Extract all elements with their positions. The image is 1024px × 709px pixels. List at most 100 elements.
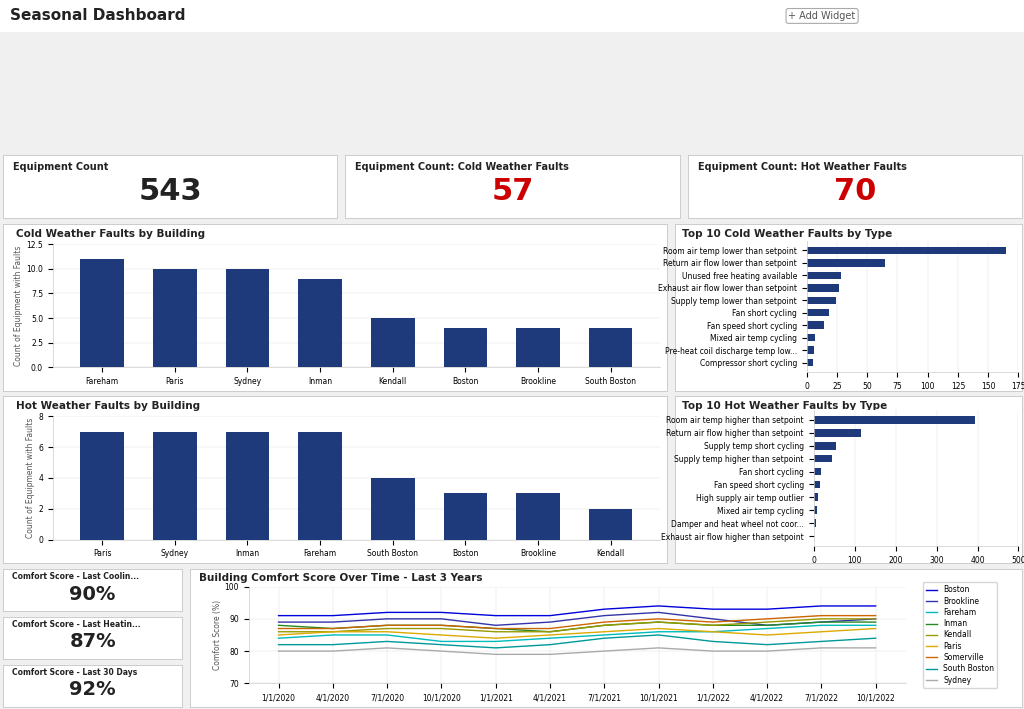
Sydney (381, 644, 393, 652)
South Boston (489, 644, 502, 652)
Kendall (761, 618, 773, 626)
Paris (652, 625, 665, 633)
Somerville (707, 618, 719, 626)
Kendall (489, 627, 502, 636)
Y-axis label: Comfort Score (%): Comfort Score (%) (213, 600, 221, 670)
Fareham (489, 637, 502, 646)
Bar (589, 509, 633, 540)
Text: Seasonal Dashboard: Seasonal Dashboard (10, 9, 185, 23)
Bar (298, 432, 342, 540)
Fareham (544, 634, 556, 642)
Inman (869, 618, 882, 626)
Boston (435, 608, 447, 617)
Boston (544, 611, 556, 620)
Bar (443, 328, 487, 367)
Paris (381, 627, 393, 636)
Brookline (272, 618, 285, 626)
Boston (489, 611, 502, 620)
Somerville (869, 611, 882, 620)
Bar (814, 493, 818, 501)
Paris (761, 631, 773, 640)
Bar (807, 284, 840, 291)
Brookline (761, 621, 773, 630)
Kendall (272, 627, 285, 636)
Inman (435, 621, 447, 630)
Paris (435, 631, 447, 640)
Bar (814, 468, 821, 476)
Fareham (327, 631, 339, 640)
South Boston (381, 637, 393, 646)
Boston (598, 605, 610, 613)
Bar (225, 432, 269, 540)
Kendall (327, 627, 339, 636)
Sydney (707, 647, 719, 655)
Somerville (327, 625, 339, 633)
Paris (327, 627, 339, 636)
Somerville (489, 625, 502, 633)
Sydney (272, 647, 285, 655)
Inman (544, 627, 556, 636)
Text: Equipment Count: Cold Weather Faults: Equipment Count: Cold Weather Faults (355, 162, 569, 172)
Text: Equipment Count: Hot Weather Faults: Equipment Count: Hot Weather Faults (697, 162, 906, 172)
Bar (516, 493, 560, 540)
Boston (381, 608, 393, 617)
Fareham (707, 627, 719, 636)
Boston (761, 605, 773, 613)
Somerville (652, 615, 665, 623)
Line: Kendall: Kendall (279, 619, 876, 632)
Inman (381, 621, 393, 630)
Fareham (435, 637, 447, 646)
Sydney (435, 647, 447, 655)
Text: Comfort Score - Last Heatin...: Comfort Score - Last Heatin... (12, 620, 140, 629)
Brookline (435, 615, 447, 623)
Inman (707, 621, 719, 630)
Line: Paris: Paris (279, 629, 876, 638)
Line: Somerville: Somerville (279, 615, 876, 629)
South Boston (869, 634, 882, 642)
Brookline (815, 618, 827, 626)
Bar (807, 334, 815, 342)
Sydney (869, 644, 882, 652)
Sydney (761, 647, 773, 655)
Paris (489, 634, 502, 642)
Brookline (869, 615, 882, 623)
Kendall (435, 625, 447, 633)
Kendall (815, 615, 827, 623)
Bar (814, 520, 816, 527)
Bar (589, 328, 633, 367)
Paris (707, 627, 719, 636)
Brookline (381, 615, 393, 623)
Sydney (815, 644, 827, 652)
Bar (81, 259, 124, 367)
Text: Equipment Count: Equipment Count (13, 162, 109, 172)
South Boston (272, 640, 285, 649)
Line: Boston: Boston (279, 606, 876, 615)
Bar (298, 279, 342, 367)
Boston (652, 602, 665, 610)
X-axis label: Fault-Instance Count: Fault-Instance Count (873, 396, 952, 406)
Fareham (815, 621, 827, 630)
Fareham (598, 631, 610, 640)
Sydney (489, 650, 502, 659)
Kendall (381, 625, 393, 633)
X-axis label: Fault-Instance Count: Fault-Instance Count (877, 571, 955, 579)
Somerville (381, 621, 393, 630)
Inman (815, 618, 827, 626)
Kendall (652, 618, 665, 626)
South Boston (327, 640, 339, 649)
Text: 543: 543 (138, 177, 202, 206)
South Boston (544, 640, 556, 649)
Somerville (435, 621, 447, 630)
Kendall (869, 615, 882, 623)
South Boston (435, 640, 447, 649)
Boston (815, 602, 827, 610)
Text: 87%: 87% (70, 632, 116, 652)
South Boston (761, 640, 773, 649)
Text: Cold Weather Faults by Building: Cold Weather Faults by Building (16, 229, 206, 239)
Text: + Add Widget: + Add Widget (788, 11, 856, 21)
Text: Top 10 Hot Weather Faults by Type: Top 10 Hot Weather Faults by Type (682, 401, 887, 411)
Text: Building Comfort Score Over Time - Last 3 Years: Building Comfort Score Over Time - Last … (199, 573, 482, 583)
Somerville (815, 611, 827, 620)
Text: Comfort Score - Last 30 Days: Comfort Score - Last 30 Days (12, 668, 137, 677)
Bar (807, 321, 823, 329)
